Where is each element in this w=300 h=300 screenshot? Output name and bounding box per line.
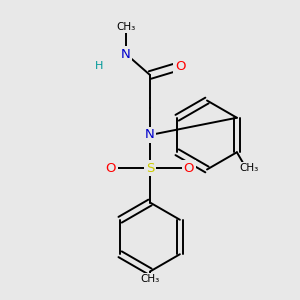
- Text: N: N: [121, 47, 131, 61]
- Text: CH₃: CH₃: [140, 274, 160, 284]
- Text: O: O: [106, 161, 116, 175]
- Text: CH₃: CH₃: [239, 163, 259, 173]
- Text: H: H: [95, 61, 103, 71]
- Text: N: N: [145, 128, 155, 142]
- Text: O: O: [175, 59, 185, 73]
- Text: S: S: [146, 161, 154, 175]
- Text: O: O: [184, 161, 194, 175]
- Text: CH₃: CH₃: [116, 22, 136, 32]
